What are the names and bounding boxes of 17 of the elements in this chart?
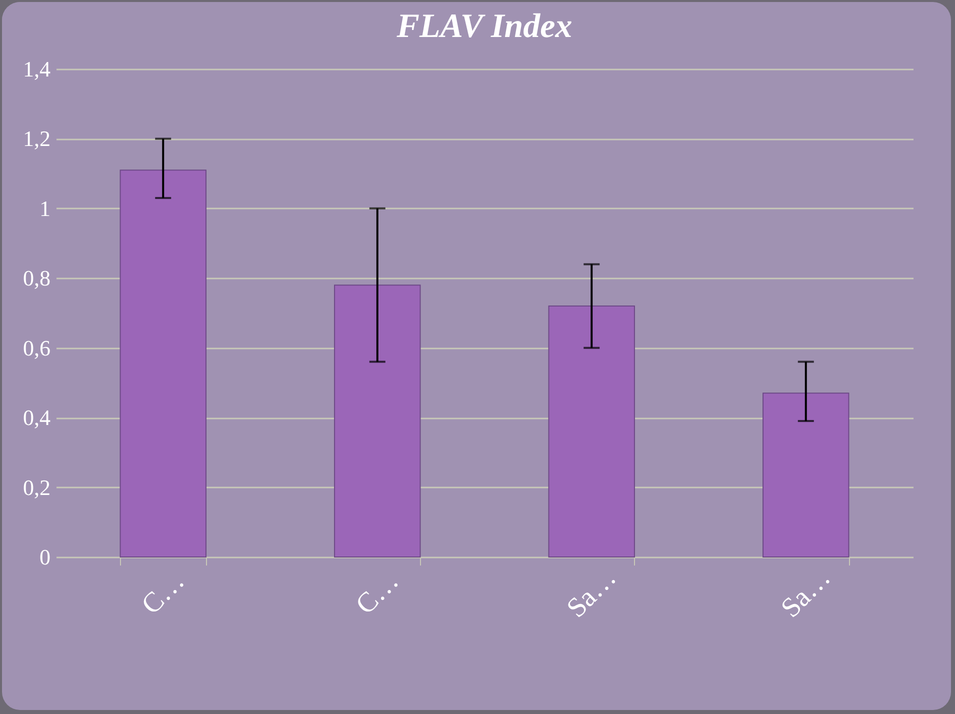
- y-tick-label: 1,4: [23, 56, 50, 82]
- y-tick-label: 1,2: [23, 126, 50, 152]
- y-tick-label: 0,4: [23, 405, 50, 430]
- bar: [548, 306, 635, 558]
- y-tick-label: 0,8: [23, 266, 50, 291]
- y-tick-label: 1: [40, 196, 50, 221]
- bar: [334, 284, 421, 558]
- x-tick-label: C…: [136, 566, 191, 621]
- y-tick-label: 0,2: [23, 474, 50, 500]
- x-tick-label: C…: [350, 566, 405, 621]
- bar: [762, 392, 850, 558]
- bar: [120, 170, 206, 558]
- x-tick-label: Sa…: [561, 562, 623, 624]
- y-tick-label: 0,6: [23, 335, 50, 360]
- y-tick-label: 0: [40, 544, 50, 570]
- chart-title: FLAV Index: [396, 8, 572, 45]
- x-tick-label: Sa…: [775, 562, 837, 624]
